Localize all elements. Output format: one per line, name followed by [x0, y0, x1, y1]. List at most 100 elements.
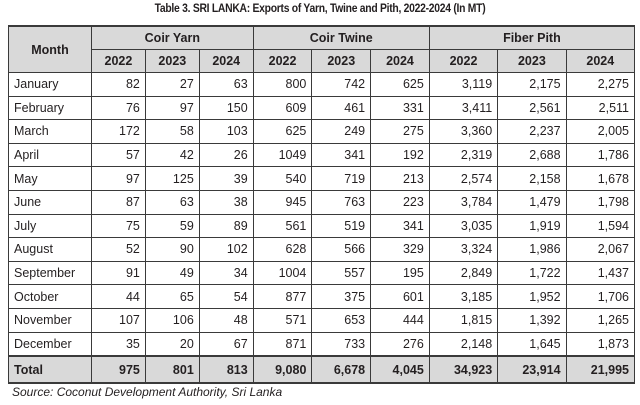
value-cell: 275: [370, 119, 430, 144]
table-title: Table 3. SRI LANKA: Exports of Yarn, Twi…: [154, 3, 486, 15]
month-cell: January: [8, 72, 92, 97]
value-cell: 625: [370, 72, 430, 97]
value-cell: 1,722: [497, 260, 567, 286]
total-label: Total: [8, 355, 92, 385]
table-row: August 52 90 102 628 566 329 3,324 1,986 2,067: [8, 237, 636, 262]
value-cell: 763: [311, 189, 372, 215]
value-cell: 2,005: [565, 119, 636, 144]
table-row: November 107 106 48 571 653 444 1,815 1,392 1,265: [8, 307, 636, 333]
value-cell: 601: [370, 284, 430, 309]
value-cell: 90: [144, 237, 200, 262]
table-row: December 35 20 67 871 733 276 2,148 1,645 1,873: [8, 331, 636, 357]
value-cell: 540: [252, 166, 313, 191]
value-cell: 519: [311, 213, 372, 239]
value-cell: 125: [144, 166, 200, 191]
value-cell: 877: [252, 284, 313, 309]
value-cell: 1,986: [497, 237, 567, 262]
year-header: 2024: [370, 49, 430, 73]
value-cell: 1,919: [497, 213, 567, 239]
group-header: Coir Yarn: [91, 25, 254, 50]
value-cell: 2,158: [497, 166, 567, 191]
value-cell: 39: [198, 166, 254, 191]
value-cell: 27: [144, 72, 200, 97]
total-row: Total 975 801 813 9,080 6,678 4,045 34,923 23,91…: [8, 355, 636, 385]
value-cell: 52: [91, 237, 146, 262]
value-cell: 945: [252, 189, 313, 215]
group-header: Fiber Pith: [428, 25, 636, 50]
table-row: October 44 65 54 877 375 601 3,185 1,952 1,706: [8, 284, 636, 309]
month-cell: September: [8, 260, 92, 286]
value-cell: 38: [198, 189, 254, 215]
value-cell: 2,849: [428, 260, 499, 286]
value-cell: 63: [198, 72, 254, 97]
value-cell: 87: [91, 189, 146, 215]
value-cell: 3,324: [428, 237, 499, 262]
value-cell: 329: [370, 237, 430, 262]
value-cell: 102: [198, 237, 254, 262]
value-cell: 249: [311, 119, 372, 144]
value-cell: 3,360: [428, 119, 499, 144]
value-cell: 800: [252, 72, 313, 97]
month-cell: December: [8, 331, 92, 357]
month-cell: November: [8, 307, 92, 333]
month-cell: October: [8, 284, 92, 309]
value-cell: 1,265: [565, 307, 636, 333]
value-cell: 566: [311, 237, 372, 262]
source-note: Source: Coconut Development Authority, S…: [12, 385, 283, 399]
value-cell: 719: [311, 166, 372, 191]
value-cell: 331: [370, 95, 430, 121]
value-cell: 2,574: [428, 166, 499, 191]
month-cell: March: [8, 119, 92, 144]
value-cell: 103: [198, 119, 254, 144]
year-header: 2022: [91, 49, 146, 73]
group-header: Coir Twine: [252, 25, 430, 50]
total-cell: 21,995: [565, 355, 636, 385]
value-cell: 106: [144, 307, 200, 333]
year-header: 2023: [311, 49, 372, 73]
total-cell: 801: [144, 355, 200, 385]
table-row: June 87 63 38 945 763 223 3,784 1,479 1,798: [8, 189, 636, 215]
value-cell: 1004: [252, 260, 313, 286]
value-cell: 3,185: [428, 284, 499, 309]
value-cell: 1,786: [565, 142, 636, 168]
month-cell: April: [8, 142, 92, 168]
value-cell: 1,392: [497, 307, 567, 333]
value-cell: 192: [370, 142, 430, 168]
value-cell: 341: [370, 213, 430, 239]
exports-table: Month Coir Yarn Coir Twine Fiber Pith 20…: [8, 25, 636, 385]
value-cell: 3,035: [428, 213, 499, 239]
month-cell: June: [8, 189, 92, 215]
value-cell: 2,148: [428, 331, 499, 357]
value-cell: 461: [311, 95, 372, 121]
table-row: July 75 59 89 561 519 341 3,035 1,919 1,594: [8, 213, 636, 239]
value-cell: 2,688: [497, 142, 567, 168]
value-cell: 42: [144, 142, 200, 168]
value-cell: 97: [91, 166, 146, 191]
value-cell: 34: [198, 260, 254, 286]
value-cell: 557: [311, 260, 372, 286]
value-cell: 59: [144, 213, 200, 239]
table-row: May 97 125 39 540 719 213 2,574 2,158 1,678: [8, 166, 636, 191]
value-cell: 2,067: [565, 237, 636, 262]
value-cell: 213: [370, 166, 430, 191]
value-cell: 1,437: [565, 260, 636, 286]
year-header: 2023: [497, 49, 567, 73]
value-cell: 65: [144, 284, 200, 309]
value-cell: 91: [91, 260, 146, 286]
month-cell: May: [8, 166, 92, 191]
value-cell: 1,952: [497, 284, 567, 309]
value-cell: 3,784: [428, 189, 499, 215]
total-cell: 6,678: [311, 355, 372, 385]
table-row: March 172 58 103 625 249 275 3,360 2,237 2,005: [8, 119, 636, 144]
value-cell: 2,319: [428, 142, 499, 168]
value-cell: 150: [198, 95, 254, 121]
value-cell: 82: [91, 72, 146, 97]
value-cell: 44: [91, 284, 146, 309]
value-cell: 2,561: [497, 95, 567, 121]
year-header: 2024: [198, 49, 254, 73]
value-cell: 63: [144, 189, 200, 215]
value-cell: 97: [144, 95, 200, 121]
value-cell: 444: [370, 307, 430, 333]
value-cell: 653: [311, 307, 372, 333]
value-cell: 107: [91, 307, 146, 333]
